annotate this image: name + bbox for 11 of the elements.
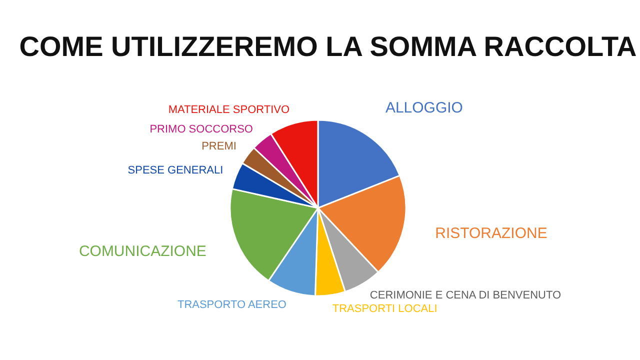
slice-label: RISTORAZIONE	[435, 225, 548, 242]
slice-label: TRASPORTO AEREO	[177, 298, 287, 311]
slice-label: SPESE GENERALI	[128, 164, 224, 176]
slice-label: ALLOGGIO	[385, 100, 463, 117]
slice-label: MATERIALE SPORTIVO	[168, 104, 290, 116]
slice-label: COMUNICAZIONE	[78, 243, 206, 260]
slice-label: PREMI	[202, 140, 236, 153]
slice-label: CERIMONIE E CENA DI BENVENUTO	[370, 290, 562, 302]
chart-title: COME UTILIZZEREMO LA SOMMA RACCOLTA	[19, 31, 637, 62]
slice-label: PRIMO SOCCORSO	[150, 123, 254, 136]
slice-label: TRASPORTI LOCALI	[332, 302, 438, 315]
